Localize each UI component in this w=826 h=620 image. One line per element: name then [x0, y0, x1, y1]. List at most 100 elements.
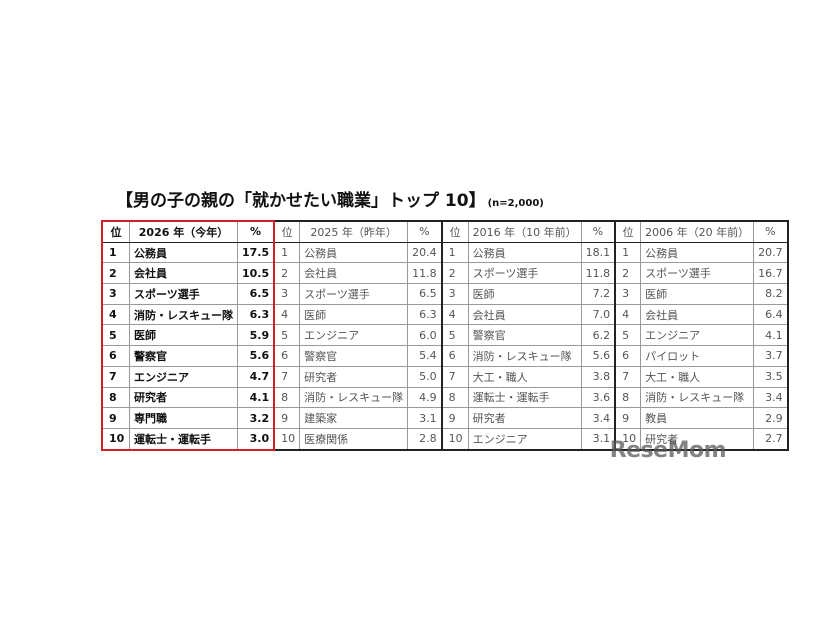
- percent-header: %: [580, 220, 616, 243]
- table-row: 1 公務員 18.1: [441, 241, 616, 264]
- ranking-tables: 位 2026 年（今年）% 1 公務員 17.5 2 会社員 10.5 3 スポーツ選手 6.5 4 消…: [101, 220, 789, 451]
- percent-cell: 6.0: [407, 324, 443, 347]
- percent-cell: 4.1: [753, 324, 789, 347]
- rank-cell: 10: [101, 427, 130, 451]
- occupation-cell: スポーツ選手: [299, 283, 409, 305]
- table-row: 10 研究者 2.7: [614, 427, 789, 451]
- rank-cell: 5: [614, 324, 642, 347]
- rank-cell: 4: [614, 303, 642, 326]
- occupation-cell: 公務員: [129, 241, 238, 264]
- rank-cell: 8: [273, 386, 301, 409]
- table-row: 3 スポーツ選手 6.5: [101, 283, 275, 305]
- percent-cell: 6.2: [580, 324, 616, 347]
- table-row: 4 会社員 7.0: [441, 303, 616, 326]
- occupation-cell: 医療関係: [299, 427, 409, 451]
- rank-cell: 5: [441, 324, 469, 347]
- table-header-row: 位 2025 年（昨年）%: [273, 220, 443, 243]
- rank-cell: 9: [101, 407, 130, 429]
- occupation-cell: 消防・レスキュー隊: [299, 386, 409, 409]
- percent-cell: 6.4: [753, 303, 789, 326]
- rank-cell: 9: [441, 407, 469, 429]
- rank-cell: 1: [441, 241, 469, 264]
- occupation-cell: 消防・レスキュー隊: [129, 303, 238, 326]
- table-row: 9 研究者 3.4: [441, 407, 616, 429]
- rank-cell: 5: [101, 324, 130, 347]
- occupation-cell: 公務員: [467, 241, 582, 264]
- table-row: 5 エンジニア 6.0: [273, 324, 443, 347]
- rank-cell: 9: [273, 407, 301, 429]
- occupation-cell: エンジニア: [467, 427, 582, 451]
- occupation-cell: 大工・職人: [640, 365, 755, 388]
- percent-header: %: [407, 220, 443, 243]
- percent-cell: 3.1: [580, 427, 616, 451]
- table-row: 8 研究者 4.1: [101, 386, 275, 409]
- rank-cell: 4: [273, 303, 301, 326]
- rank-cell: 1: [273, 241, 301, 264]
- occupation-cell: 教員: [640, 407, 755, 429]
- percent-cell: 6.3: [407, 303, 443, 326]
- occupation-cell: エンジニア: [640, 324, 755, 347]
- table-row: 3 医師 8.2: [614, 283, 789, 305]
- occupation-cell: 会社員: [299, 262, 409, 285]
- occupation-cell: 運転士・運転手: [467, 386, 582, 409]
- occupation-cell: 医師: [299, 303, 409, 326]
- percent-cell: 8.2: [753, 283, 789, 305]
- table-row: 5 医師 5.9: [101, 324, 275, 347]
- ranking-table-0: 位 2026 年（今年）% 1 公務員 17.5 2 会社員 10.5 3 スポーツ選手 6.5 4 消…: [101, 220, 276, 451]
- table-row: 9 建築家 3.1: [273, 407, 443, 429]
- table-row: 3 医師 7.2: [441, 283, 616, 305]
- ranking-table-2: 位 2016 年（10 年前）% 1 公務員 18.1 2 スポーツ選手 11.8 3 医師 7.2…: [440, 220, 617, 451]
- table-row: 2 会社員 10.5: [101, 262, 275, 285]
- occupation-cell: 消防・レスキュー隊: [640, 386, 755, 409]
- rank-cell: 3: [273, 283, 301, 305]
- percent-header: %: [237, 220, 275, 243]
- percent-cell: 5.9: [237, 324, 275, 347]
- percent-cell: 7.2: [580, 283, 616, 305]
- occupation-cell: 研究者: [640, 427, 755, 451]
- table-row: 6 警察官 5.6: [101, 345, 275, 367]
- rank-cell: 2: [273, 262, 301, 285]
- page-title: 【男の子の親の「就かせたい職業」トップ 10】 (n=2,000): [116, 190, 544, 215]
- occupation-cell: 研究者: [299, 365, 409, 388]
- rank-cell: 8: [614, 386, 642, 409]
- rank-cell: 6: [101, 345, 130, 367]
- rank-cell: 10: [273, 427, 301, 451]
- rank-cell: 7: [441, 365, 469, 388]
- percent-cell: 3.5: [753, 365, 789, 388]
- rank-cell: 2: [441, 262, 469, 285]
- resemom-watermark-logo: ReseMom: [609, 438, 727, 463]
- occupation-cell: 専門職: [129, 407, 238, 429]
- percent-cell: 3.7: [753, 345, 789, 367]
- occupation-cell: エンジニア: [129, 365, 238, 388]
- rank-cell: 3: [441, 283, 469, 305]
- percent-cell: 5.6: [237, 345, 275, 367]
- table-row: 10 医療関係 2.8: [273, 427, 443, 451]
- year-header: 2016 年（10 年前）: [467, 220, 582, 243]
- year-header: 2025 年（昨年）: [299, 220, 409, 243]
- percent-cell: 11.8: [580, 262, 616, 285]
- percent-cell: 3.4: [580, 407, 616, 429]
- rank-cell: 2: [101, 262, 130, 285]
- rank-cell: 7: [101, 365, 130, 388]
- percent-cell: 4.9: [407, 386, 443, 409]
- rank-cell: 1: [614, 241, 642, 264]
- percent-cell: 3.8: [580, 365, 616, 388]
- percent-cell: 18.1: [580, 241, 616, 264]
- percent-cell: 6.5: [237, 283, 275, 305]
- table-row: 3 スポーツ選手 6.5: [273, 283, 443, 305]
- table-row: 6 消防・レスキュー隊 5.6: [441, 345, 616, 367]
- percent-cell: 2.8: [407, 427, 443, 451]
- percent-cell: 2.7: [753, 427, 789, 451]
- table-row: 7 大工・職人 3.8: [441, 365, 616, 388]
- table-row: 1 公務員 17.5: [101, 241, 275, 264]
- rank-cell: 3: [101, 283, 130, 305]
- table-row: 7 研究者 5.0: [273, 365, 443, 388]
- rank-cell: 4: [101, 303, 130, 326]
- percent-cell: 2.9: [753, 407, 789, 429]
- table-row: 8 運転士・運転手 3.6: [441, 386, 616, 409]
- rank-cell: 1: [101, 241, 130, 264]
- percent-cell: 20.4: [407, 241, 443, 264]
- sample-size: (n=2,000): [487, 198, 544, 209]
- table-row: 9 専門職 3.2: [101, 407, 275, 429]
- table-row: 1 公務員 20.7: [614, 241, 789, 264]
